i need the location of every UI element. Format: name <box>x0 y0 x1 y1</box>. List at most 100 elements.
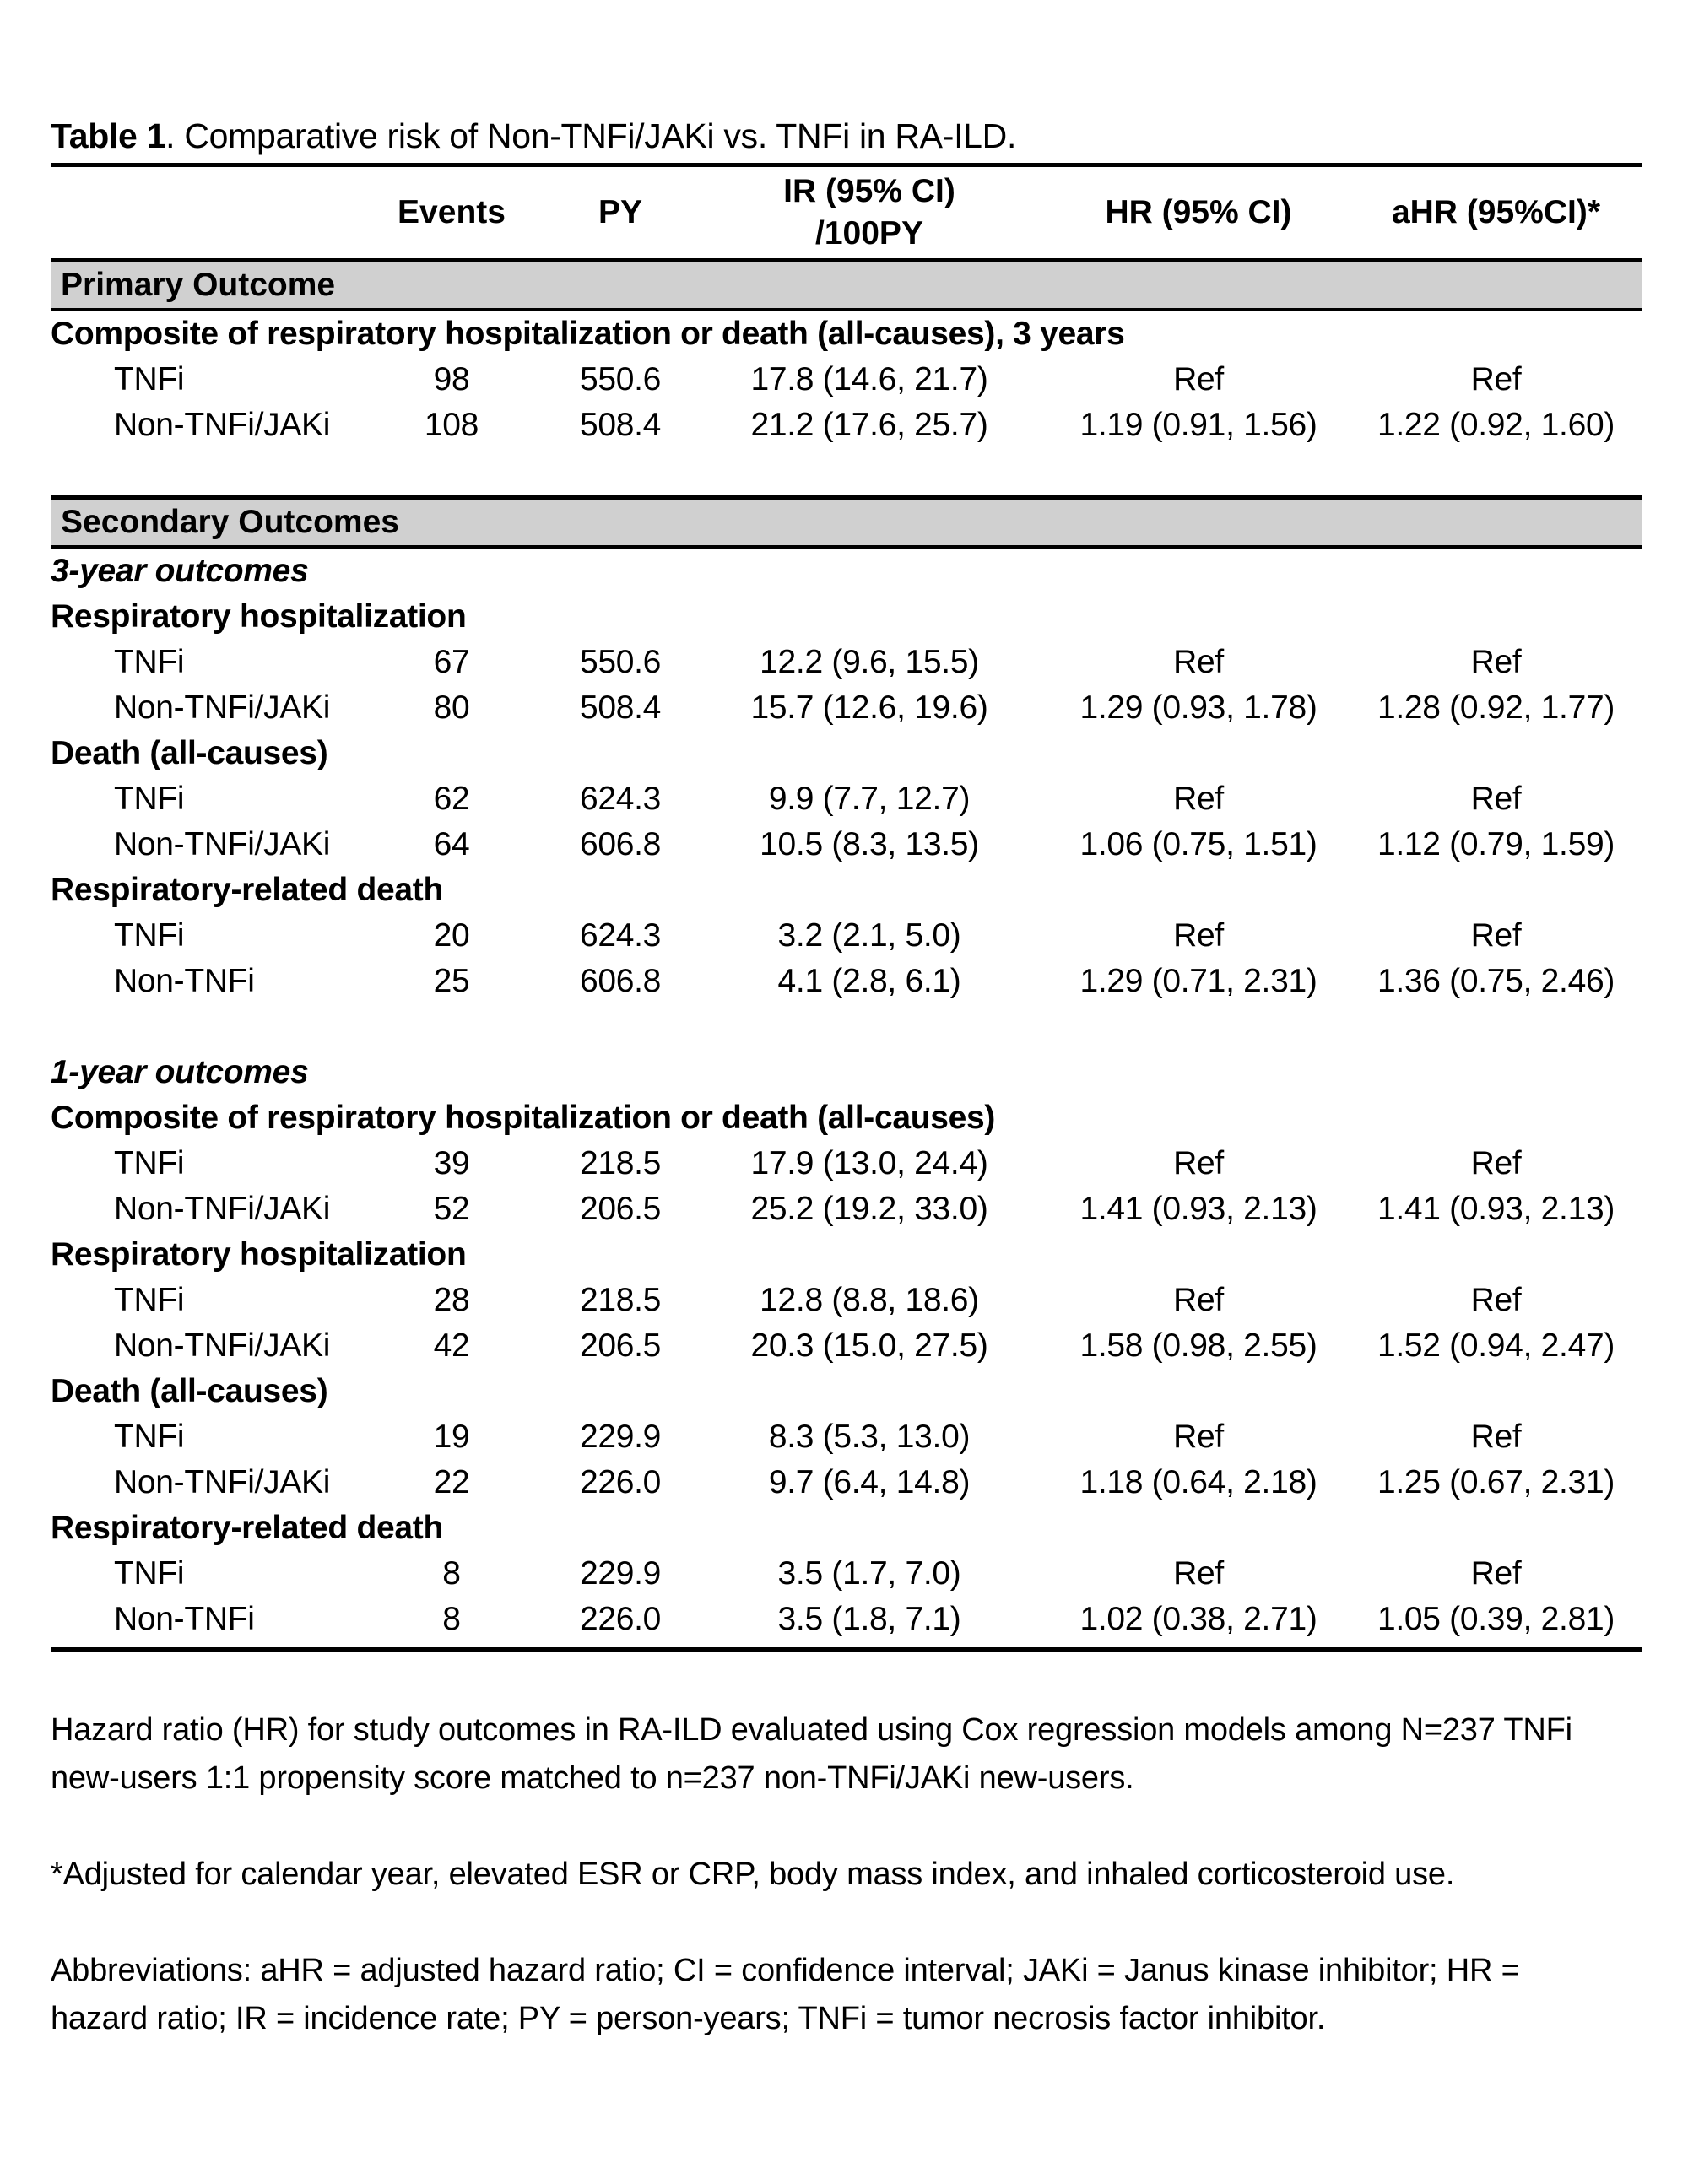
table-row: TNFi 62 624.3 9.9 (7.7, 12.7) Ref Ref <box>51 776 1642 822</box>
ahr-cell: Ref <box>1470 781 1522 817</box>
row-label: Non-TNFi <box>114 1601 255 1637</box>
col-header-ir: IR (95% CI) /100PY <box>692 170 1047 255</box>
col-header-ahr: aHR (95%CI)* <box>1391 194 1601 230</box>
ahr-cell: 1.25 (0.67, 2.31) <box>1377 1464 1615 1500</box>
col-header-ir-line2: /100PY <box>815 215 923 251</box>
row-label: Non-TNFi/JAKi <box>114 826 331 862</box>
ahr-cell: Ref <box>1470 1555 1522 1592</box>
events-cell: 8 <box>442 1555 461 1592</box>
footnote-adjustment: *Adjusted for calendar year, elevated ES… <box>51 1857 1455 1892</box>
table-row: Non-TNFi 25 606.8 4.1 (2.8, 6.1) 1.29 (0… <box>51 959 1642 1004</box>
table-number: Table 1 <box>51 116 166 155</box>
py-cell: 229.9 <box>579 1555 662 1592</box>
ir-cell: 9.9 (7.7, 12.7) <box>768 781 971 817</box>
period-label-3-year: 3-year outcomes <box>51 553 309 589</box>
row-label: Non-TNFi <box>114 963 255 999</box>
hr-cell: Ref <box>1173 781 1224 817</box>
table-row: Non-TNFi/JAKi 108 508.4 21.2 (17.6, 25.7… <box>51 403 1642 448</box>
events-cell: 20 <box>433 917 470 954</box>
section-header-primary-outcome: Primary Outcome <box>51 258 1642 311</box>
top-rule <box>51 163 1642 167</box>
row-label: TNFi <box>114 361 185 397</box>
ahr-cell: Ref <box>1470 1145 1522 1181</box>
hr-cell: Ref <box>1173 1145 1224 1181</box>
bottom-rule <box>51 1647 1642 1652</box>
ir-cell: 4.1 (2.8, 6.1) <box>777 963 961 999</box>
hr-cell: 1.29 (0.71, 2.31) <box>1079 963 1317 999</box>
table-row: TNFi 8 229.9 3.5 (1.7, 7.0) Ref Ref <box>51 1551 1642 1597</box>
row-label: TNFi <box>114 781 185 817</box>
ahr-cell: 1.36 (0.75, 2.46) <box>1377 963 1615 999</box>
ahr-cell: 1.22 (0.92, 1.60) <box>1377 407 1615 443</box>
ahr-cell: 1.52 (0.94, 2.47) <box>1377 1327 1615 1364</box>
col-header-hr: HR (95% CI) <box>1105 194 1292 230</box>
hr-cell: Ref <box>1173 1555 1224 1592</box>
row-label: TNFi <box>114 1282 185 1318</box>
py-cell: 226.0 <box>579 1601 662 1637</box>
py-cell: 508.4 <box>579 407 662 443</box>
table-caption: . Comparative risk of Non-TNFi/JAKi vs. … <box>165 116 1017 155</box>
outcome-group-label: Composite of respiratory hospitalization… <box>51 1100 996 1136</box>
table-row: Non-TNFi/JAKi 22 226.0 9.7 (6.4, 14.8) 1… <box>51 1460 1642 1506</box>
hr-cell: 1.29 (0.93, 1.78) <box>1079 689 1317 726</box>
events-cell: 28 <box>433 1282 470 1318</box>
ahr-cell: 1.28 (0.92, 1.77) <box>1377 689 1615 726</box>
ir-cell: 8.3 (5.3, 13.0) <box>768 1419 971 1455</box>
events-cell: 52 <box>433 1191 470 1227</box>
footnotes: Hazard ratio (HR) for study outcomes in … <box>51 1706 1578 2043</box>
table-row: TNFi 39 218.5 17.9 (13.0, 24.4) Ref Ref <box>51 1141 1642 1187</box>
outcome-group-label: Composite of respiratory hospitalization… <box>51 316 1125 352</box>
table-row: TNFi 98 550.6 17.8 (14.6, 21.7) Ref Ref <box>51 357 1642 403</box>
events-cell: 42 <box>433 1327 470 1364</box>
column-header-row: Events PY IR (95% CI) /100PY HR (95% CI)… <box>51 167 1642 258</box>
table-row: Non-TNFi 8 226.0 3.5 (1.8, 7.1) 1.02 (0.… <box>51 1597 1642 1642</box>
period-label-1-year: 1-year outcomes <box>51 1054 309 1090</box>
row-label: Non-TNFi/JAKi <box>114 1464 331 1500</box>
py-cell: 606.8 <box>579 826 662 862</box>
col-header-ir-line1: IR (95% CI) <box>783 173 955 209</box>
ir-cell: 25.2 (19.2, 33.0) <box>750 1191 988 1227</box>
row-label: Non-TNFi/JAKi <box>114 689 331 726</box>
hr-cell: Ref <box>1173 1282 1224 1318</box>
outcome-group-label: Respiratory-related death <box>51 872 443 908</box>
ir-cell: 17.8 (14.6, 21.7) <box>750 361 988 397</box>
ir-cell: 12.2 (9.6, 15.5) <box>760 644 979 680</box>
ahr-cell: Ref <box>1470 917 1522 954</box>
events-cell: 39 <box>433 1145 470 1181</box>
events-cell: 64 <box>433 826 470 862</box>
table-row: TNFi 67 550.6 12.2 (9.6, 15.5) Ref Ref <box>51 640 1642 685</box>
document-body: Table 1. Comparative risk of Non-TNFi/JA… <box>51 116 1642 2043</box>
ahr-cell: Ref <box>1470 1282 1522 1318</box>
py-cell: 624.3 <box>579 917 662 954</box>
table-row: TNFi 19 229.9 8.3 (5.3, 13.0) Ref Ref <box>51 1414 1642 1460</box>
row-label: Non-TNFi/JAKi <box>114 407 331 443</box>
footnote-abbreviations: Abbreviations: aHR = adjusted hazard rat… <box>51 1953 1520 2036</box>
outcome-group-label: Death (all-causes) <box>51 1373 328 1409</box>
ir-cell: 17.9 (13.0, 24.4) <box>750 1145 988 1181</box>
primary-outcome-block: Composite of respiratory hospitalization… <box>51 311 1642 448</box>
ahr-cell: 1.41 (0.93, 2.13) <box>1377 1191 1615 1227</box>
events-cell: 80 <box>433 689 470 726</box>
table-row: Non-TNFi/JAKi 80 508.4 15.7 (12.6, 19.6)… <box>51 685 1642 731</box>
row-label: TNFi <box>114 1145 185 1181</box>
py-cell: 624.3 <box>579 781 662 817</box>
row-label: Non-TNFi/JAKi <box>114 1327 331 1364</box>
events-cell: 62 <box>433 781 470 817</box>
ir-cell: 3.5 (1.8, 7.1) <box>777 1601 961 1637</box>
ahr-cell: Ref <box>1470 361 1522 397</box>
hr-cell: Ref <box>1173 917 1224 954</box>
section-header-secondary-outcomes: Secondary Outcomes <box>51 495 1642 549</box>
py-cell: 229.9 <box>579 1419 662 1455</box>
events-cell: 19 <box>433 1419 470 1455</box>
ahr-cell: Ref <box>1470 1419 1522 1455</box>
py-cell: 218.5 <box>579 1282 662 1318</box>
ir-cell: 9.7 (6.4, 14.8) <box>768 1464 971 1500</box>
ir-cell: 12.8 (8.8, 18.6) <box>760 1282 979 1318</box>
table-row: TNFi 20 624.3 3.2 (2.1, 5.0) Ref Ref <box>51 913 1642 959</box>
table-row: Non-TNFi/JAKi 52 206.5 25.2 (19.2, 33.0)… <box>51 1187 1642 1232</box>
hr-cell: 1.41 (0.93, 2.13) <box>1079 1191 1317 1227</box>
hr-cell: 1.58 (0.98, 2.55) <box>1079 1327 1317 1364</box>
footnote-cox-model: Hazard ratio (HR) for study outcomes in … <box>51 1712 1572 1796</box>
events-cell: 98 <box>433 361 470 397</box>
